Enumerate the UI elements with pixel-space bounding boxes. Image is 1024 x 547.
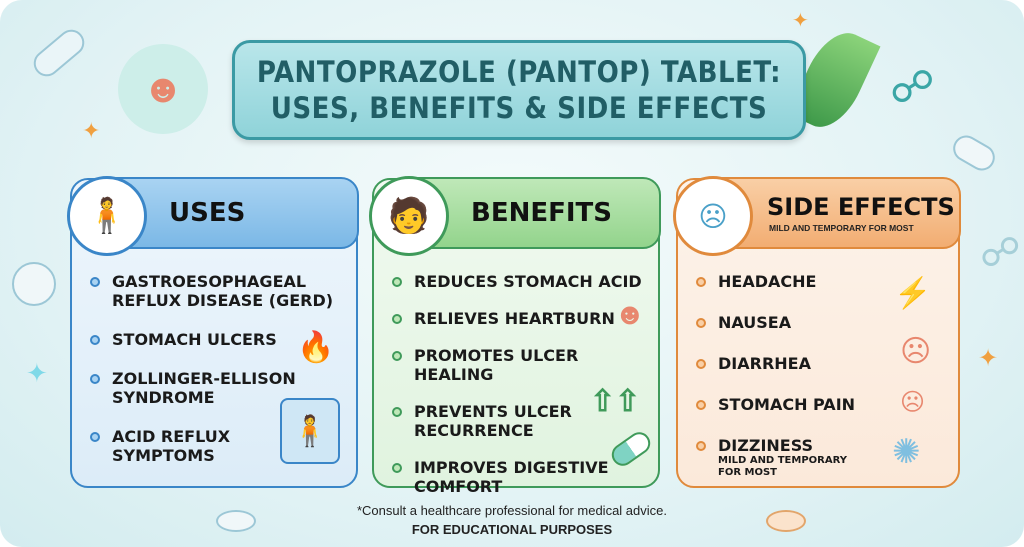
disclaimer: *Consult a healthcare professional for m… — [356, 503, 667, 518]
title-line-1: PANTOPRAZOLE (PANTOP) TABLET: — [256, 55, 782, 89]
sparkle-icon: ✦ — [978, 345, 999, 372]
side-effect-symptoms-icon: ☹ — [673, 176, 753, 256]
list-item: PROMOTES ULCER HEALING — [392, 346, 648, 384]
headache-icon: ⚡ — [894, 277, 932, 310]
uses-card: 🧍 USES GASTROESOPHAGEAL REFLUX DISEASE (… — [67, 176, 359, 488]
tablet-icon — [948, 130, 1000, 176]
tablet-icon — [216, 510, 256, 532]
stomach-icon: ☻ — [118, 44, 208, 134]
benefits-heading: BENEFITS — [471, 198, 612, 228]
dizziness-note: MILD AND TEMPORARY FOR MOST — [718, 455, 847, 478]
side-effects-card: ☹ SIDE EFFECTS MILD AND TEMPORARY FOR MO… — [673, 176, 961, 488]
list-item: STOMACH PAIN — [696, 395, 948, 414]
title-line-2: USES, BENEFITS & SIDE EFFECTS — [270, 91, 768, 125]
educational-purposes: FOR EDUCATIONAL PURPOSES — [411, 522, 613, 537]
list-item: GASTROESOPHAGEAL REFLUX DISEASE (GERD) — [90, 272, 346, 310]
list-item: ZOLLINGER-ELLISON SYNDROME — [90, 369, 300, 407]
molecule-icon: ☍ — [890, 63, 935, 112]
up-arrows-icon: ⇧⇧ — [590, 385, 641, 418]
sparkle-icon: ✦ — [82, 118, 101, 143]
list-item: RELIEVES HEARTBURN — [392, 309, 648, 328]
side-effects-heading: SIDE EFFECTS — [767, 193, 955, 221]
list-item: DIARRHEA — [696, 354, 948, 373]
sparkle-icon: ✦ — [26, 358, 48, 388]
sparkle-icon: ✦ — [792, 10, 809, 32]
capsule-icon — [28, 24, 90, 82]
healthy-person-icon: 🧑 — [369, 176, 449, 256]
dizzy-head-icon: ✺ — [892, 433, 921, 471]
person-chest-pain-icon: 🧍 — [280, 398, 340, 464]
stomach-pain-icon: ☹ — [900, 389, 926, 416]
list-item: NAUSEA — [696, 313, 948, 332]
title-banner: PANTOPRAZOLE (PANTOP) TABLET: USES, BENE… — [232, 40, 806, 140]
tablet-icon — [766, 510, 806, 532]
list-item: STOMACH ULCERS — [90, 330, 346, 349]
list-item: DIZZINESS MILD AND TEMPORARY FOR MOST — [696, 436, 948, 479]
list-item: REDUCES STOMACH ACID — [392, 272, 648, 291]
list-item: HEADACHE — [696, 272, 948, 291]
burning-stomach-icon: 🔥 — [297, 331, 335, 364]
person-heartburn-icon: 🧍 — [67, 176, 147, 256]
uses-heading: USES — [169, 198, 246, 228]
nauseous-stomach-icon: ☹ — [900, 335, 932, 368]
list-item: IMPROVES DIGESTIVE COMFORT — [392, 458, 612, 496]
molecule-icon: ☍ — [980, 231, 1021, 275]
side-effects-subheading: MILD AND TEMPORARY FOR MOST — [769, 223, 914, 233]
list-item: ACID REFLUX SYMPTOMS — [90, 427, 260, 465]
tablet-icon — [12, 262, 56, 306]
benefits-card: 🧑 BENEFITS REDUCES STOMACH ACID RELIEVES… — [369, 176, 661, 496]
healthy-stomach-icon: ☻ — [614, 298, 646, 331]
list-item: PREVENTS ULCER RECURRENCE — [392, 402, 572, 440]
